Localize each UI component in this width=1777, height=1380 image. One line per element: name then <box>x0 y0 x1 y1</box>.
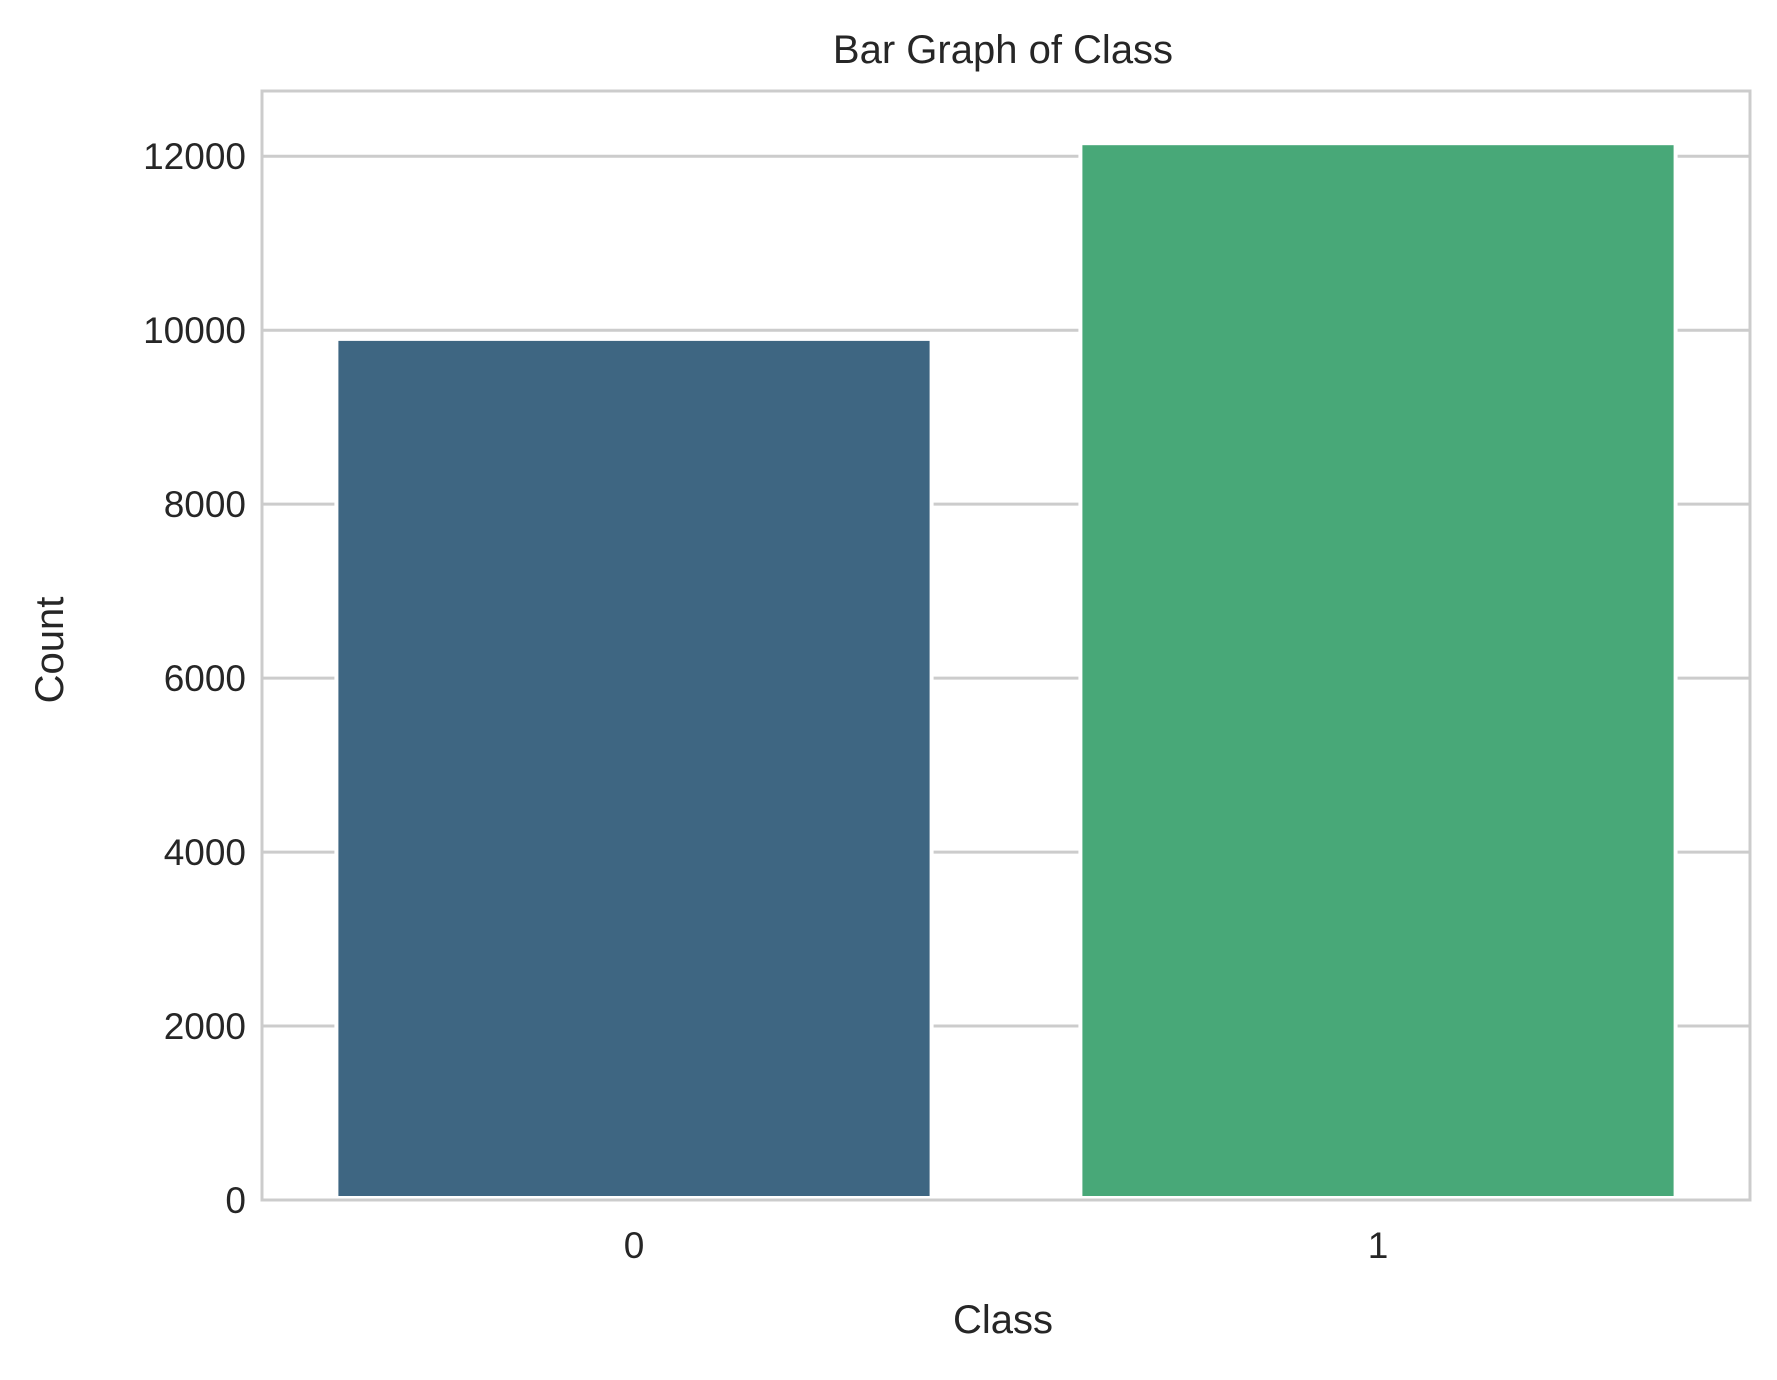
plot-frame <box>260 89 1752 1202</box>
y-tick-labels: 0 2000 4000 6000 8000 10000 12000 <box>143 136 246 1221</box>
bars <box>334 141 1678 1200</box>
bar-class-0 <box>334 336 934 1200</box>
y-axis-label: Count <box>28 597 72 704</box>
chart-title: Bar Graph of Class <box>833 28 1173 72</box>
y-tick-label: 2000 <box>164 1006 246 1047</box>
y-tick-label: 0 <box>225 1180 246 1221</box>
bar-class-1 <box>1078 141 1678 1200</box>
y-tick-label: 6000 <box>164 658 246 699</box>
x-tick-label: 0 <box>624 1225 645 1266</box>
y-tick-label: 8000 <box>164 484 246 525</box>
x-axis-label: Class <box>953 1298 1053 1342</box>
x-tick-label: 1 <box>1368 1225 1389 1266</box>
y-tick-label: 10000 <box>143 310 246 351</box>
y-tick-label: 12000 <box>143 136 246 177</box>
y-tick-label: 4000 <box>164 832 246 873</box>
